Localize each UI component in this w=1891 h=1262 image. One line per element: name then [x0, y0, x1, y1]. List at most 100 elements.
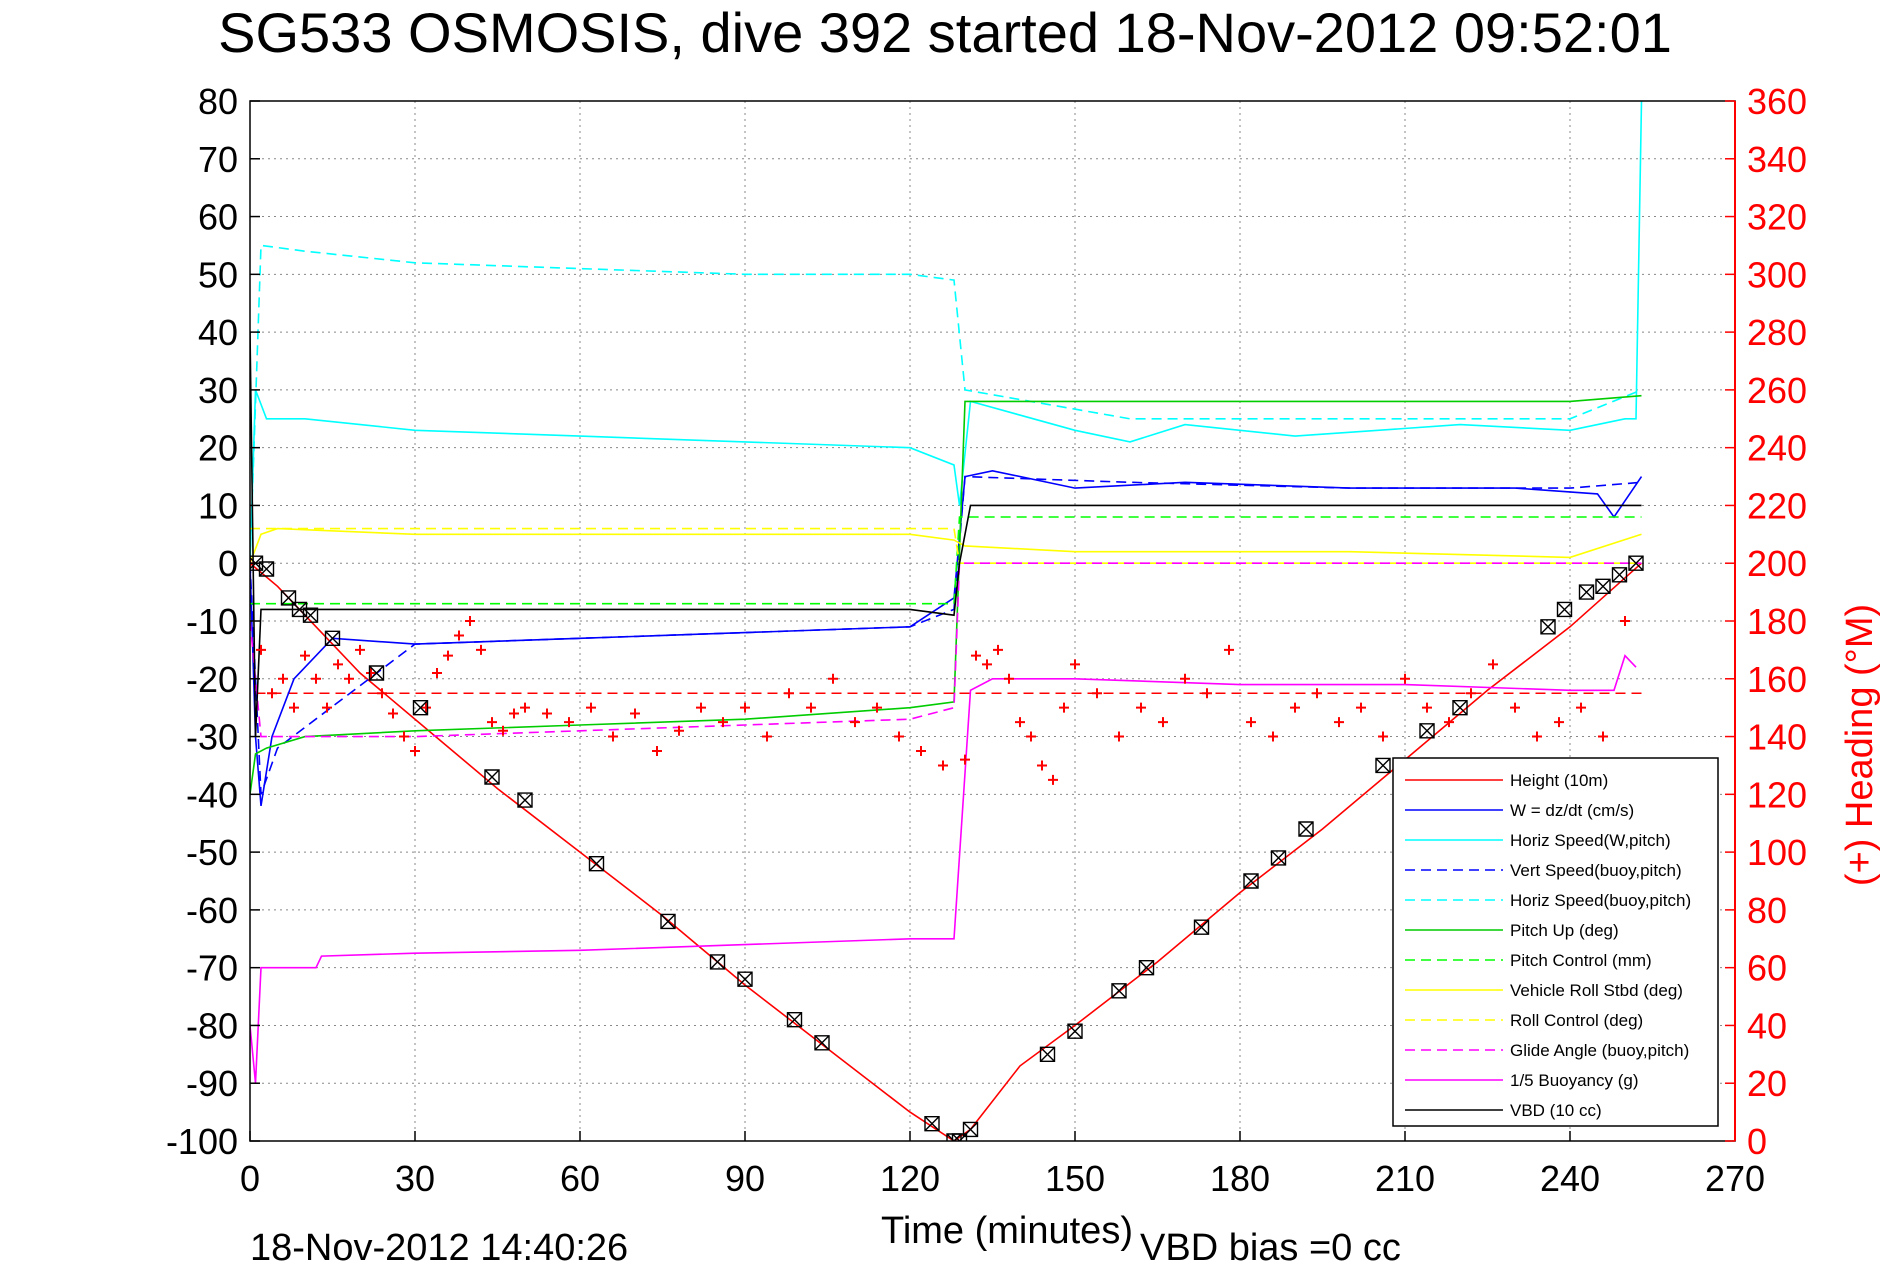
depth-marker	[517, 792, 533, 808]
y-right-tick-label: 0	[1747, 1121, 1767, 1162]
heading-point	[1554, 717, 1564, 728]
x-tick-label: 240	[1540, 1158, 1600, 1199]
heading-point	[267, 688, 277, 699]
depth-marker	[1067, 1023, 1083, 1039]
y-right-tick-label: 160	[1747, 659, 1807, 700]
heading-point	[1059, 702, 1069, 713]
y-tick-label: -80	[186, 1005, 238, 1046]
y-tick-label: 80	[198, 81, 238, 122]
heading-point	[630, 708, 640, 719]
depth-marker	[1193, 919, 1210, 935]
y-right-tick-label: 180	[1747, 601, 1807, 642]
heading-point	[652, 746, 662, 756]
heading-point	[894, 731, 904, 742]
x-tick-label: 60	[560, 1158, 600, 1199]
heading-point	[1026, 731, 1036, 742]
heading-point	[1290, 702, 1300, 713]
heading-point	[1356, 702, 1366, 713]
footer-timestamp: 18-Nov-2012 14:40:26	[250, 1227, 628, 1262]
legend-label: Vert Speed(buoy,pitch)	[1510, 861, 1682, 880]
depth-marker	[1595, 578, 1611, 595]
y-axis-right-label: (+) Heading (°M)	[1839, 604, 1881, 886]
y-tick-label: -50	[186, 832, 238, 873]
y-right-tick-label: 100	[1747, 832, 1807, 873]
heading-point	[520, 702, 530, 713]
legend-label: Vehicle Roll Stbd (deg)	[1510, 981, 1683, 1000]
heading-point	[1224, 644, 1234, 655]
y-right-tick-label: 220	[1747, 485, 1807, 526]
series-line-1-5-buoyancy-g	[250, 654, 1637, 1084]
heading-point	[344, 673, 354, 684]
y-tick-label: -60	[186, 890, 238, 931]
depth-marker	[709, 954, 726, 970]
depth-marker	[1375, 757, 1391, 774]
depth-marker	[1556, 601, 1573, 618]
legend-label: 1/5 Buoyancy (g)	[1510, 1071, 1639, 1090]
y-right-tick-label: 300	[1747, 254, 1807, 295]
heading-point	[278, 673, 288, 684]
series-group	[250, 101, 1644, 1141]
series-line-pitch-control-mm	[250, 516, 1642, 605]
depth-marker	[1578, 584, 1595, 600]
depth-marker	[814, 1035, 830, 1051]
heading-point	[465, 616, 475, 626]
heading-point	[1598, 731, 1608, 742]
heading-point	[311, 673, 321, 684]
depth-marker	[1540, 619, 1556, 635]
depth-marker	[258, 561, 275, 577]
legend-label: Glide Angle (buoy,pitch)	[1510, 1041, 1689, 1060]
chart-title: SG533 OSMOSIS, dive 392 started 18-Nov-2…	[218, 1, 1672, 64]
depth-marker	[324, 630, 341, 647]
heading-point	[1378, 731, 1388, 742]
y-tick-label: 50	[198, 254, 238, 295]
heading-point	[1136, 702, 1146, 713]
y-right-tick-label: 260	[1747, 370, 1807, 411]
heading-point	[443, 650, 453, 661]
legend-label: Pitch Up (deg)	[1510, 921, 1619, 940]
heading-point	[476, 644, 486, 655]
x-tick-label: 30	[395, 1158, 435, 1199]
heading-point	[1070, 659, 1080, 670]
heading-point	[1246, 717, 1256, 728]
depth-marker	[1111, 983, 1127, 999]
depth-marker	[962, 1121, 979, 1138]
legend-label: Horiz Speed(buoy,pitch)	[1510, 891, 1691, 910]
heading-point	[542, 708, 552, 719]
heading-point	[1004, 673, 1014, 684]
y-tick-label: -90	[186, 1063, 238, 1104]
legend: Height (10m) W = dz/dt (cm/s) Horiz Speed(…	[1392, 757, 1719, 1127]
y-right-tick-label: 20	[1747, 1063, 1787, 1104]
series-line-horiz-speed-buoy-pitch	[250, 244, 1642, 564]
y-tick-label: 30	[198, 370, 238, 411]
depth-marker	[1243, 873, 1259, 889]
heading-point	[696, 702, 706, 713]
heading-point	[1268, 731, 1278, 742]
depth-marker	[924, 1115, 940, 1132]
heading-point	[454, 630, 464, 641]
series-line-vbd-10-cc	[250, 332, 1642, 737]
heading-point	[1510, 702, 1520, 713]
heading-point	[784, 688, 794, 699]
series-line-height-10m	[250, 562, 1643, 1141]
heading-point	[916, 746, 926, 756]
heading-point	[1444, 717, 1454, 728]
y-right-tick-label: 140	[1747, 717, 1807, 758]
heading-point	[498, 725, 508, 736]
y-tick-label: 10	[198, 485, 238, 526]
heading-point	[938, 760, 948, 771]
y-right-tick-label: 360	[1747, 81, 1807, 122]
series-line-glide-angle-buoy-pitch	[250, 562, 1642, 738]
y-axis-ticks: 80 70 60 50 40 30 20 10 0 -10 -20 -30 -40 -50 -60 -70 -8…	[166, 81, 260, 1162]
heading-point	[762, 731, 772, 742]
heading-point	[982, 659, 992, 670]
depth-marker	[412, 699, 429, 716]
heading-point	[718, 717, 728, 728]
heading-point	[1620, 616, 1630, 626]
heading-point	[850, 717, 860, 728]
depth-marker	[737, 971, 753, 987]
depth-marker	[588, 855, 605, 872]
plot-area	[250, 101, 1644, 1141]
legend-label: Pitch Control (mm)	[1510, 951, 1652, 970]
heading-point	[960, 754, 970, 765]
heading-point	[1202, 688, 1212, 699]
